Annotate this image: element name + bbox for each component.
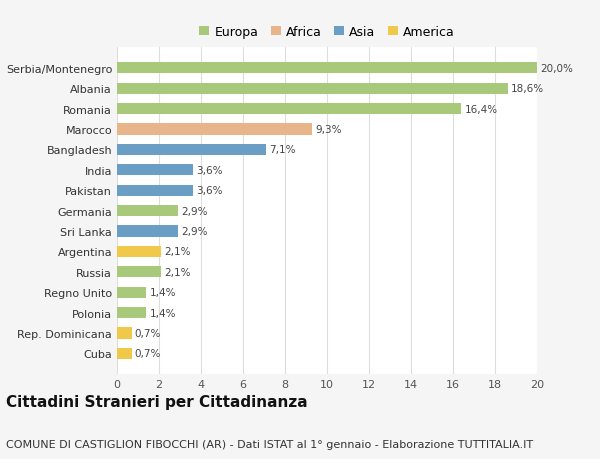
Text: 7,1%: 7,1% — [269, 145, 296, 155]
Text: 20,0%: 20,0% — [540, 64, 573, 73]
Text: 3,6%: 3,6% — [196, 165, 222, 175]
Bar — [117, 226, 178, 237]
Legend: Europa, Africa, Asia, America: Europa, Africa, Asia, America — [196, 22, 458, 42]
Bar — [117, 287, 146, 298]
Text: 1,4%: 1,4% — [149, 308, 176, 318]
Text: Cittadini Stranieri per Cittadinanza: Cittadini Stranieri per Cittadinanza — [6, 394, 308, 409]
Text: 2,9%: 2,9% — [181, 206, 208, 216]
Text: 3,6%: 3,6% — [196, 186, 222, 196]
Text: 2,1%: 2,1% — [164, 247, 191, 257]
Text: 2,9%: 2,9% — [181, 226, 208, 236]
Text: 9,3%: 9,3% — [316, 125, 342, 134]
Text: 18,6%: 18,6% — [511, 84, 544, 94]
Bar — [117, 165, 193, 176]
Text: COMUNE DI CASTIGLION FIBOCCHI (AR) - Dati ISTAT al 1° gennaio - Elaborazione TUT: COMUNE DI CASTIGLION FIBOCCHI (AR) - Dat… — [6, 440, 533, 449]
Text: 0,7%: 0,7% — [135, 328, 161, 338]
Bar — [117, 104, 461, 115]
Bar — [117, 185, 193, 196]
Bar — [117, 328, 132, 339]
Text: 1,4%: 1,4% — [149, 288, 176, 297]
Bar — [117, 348, 132, 359]
Bar — [117, 124, 313, 135]
Text: 0,7%: 0,7% — [135, 349, 161, 358]
Bar — [117, 246, 161, 257]
Text: 2,1%: 2,1% — [164, 267, 191, 277]
Bar — [117, 267, 161, 278]
Bar — [117, 63, 537, 74]
Bar — [117, 206, 178, 217]
Bar — [117, 308, 146, 319]
Bar — [117, 145, 266, 156]
Text: 16,4%: 16,4% — [464, 104, 497, 114]
Bar — [117, 84, 508, 95]
